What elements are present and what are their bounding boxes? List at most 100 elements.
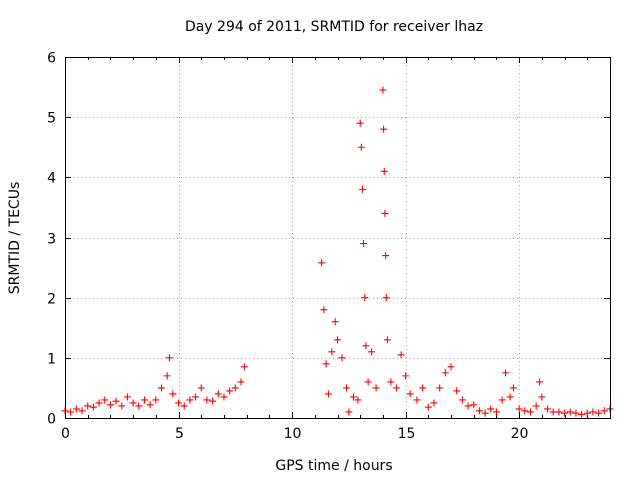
data-point [436, 384, 444, 392]
data-point [186, 396, 194, 404]
data-point [487, 405, 495, 413]
data-point [379, 86, 387, 94]
data-point [209, 397, 217, 405]
data-point [413, 396, 421, 404]
data-point [354, 396, 362, 404]
data-point [475, 407, 483, 415]
x-tick-label: 20 [511, 426, 529, 442]
y-tick-label: 5 [47, 111, 56, 127]
data-point [140, 396, 148, 404]
data-point [555, 408, 563, 416]
plot-frame [65, 57, 611, 419]
data-point [600, 407, 608, 415]
data-point [345, 408, 353, 416]
data-point [146, 401, 154, 409]
data-point [402, 372, 410, 380]
data-point [84, 402, 92, 410]
data-point [372, 384, 380, 392]
data-point [538, 393, 546, 401]
data-point [78, 407, 86, 415]
data-point [220, 393, 228, 401]
data-point [129, 399, 137, 407]
data-point [123, 393, 131, 401]
data-point [322, 360, 330, 368]
data-point [175, 399, 183, 407]
data-point [135, 402, 143, 410]
data-point [240, 363, 248, 371]
data-point [318, 259, 326, 267]
data-point [95, 399, 103, 407]
chart-title: Day 294 of 2011, SRMTID for receiver lha… [185, 19, 483, 35]
x-axis-label: GPS time / hours [275, 458, 392, 474]
x-tick-label: 0 [61, 426, 70, 442]
data-point [343, 384, 351, 392]
data-point [382, 252, 390, 260]
data-point [406, 390, 414, 398]
data-point [361, 294, 369, 302]
axes: 0 5 10 15 20 0 1 2 3 4 5 6 [47, 51, 610, 442]
y-tick-label: 3 [47, 232, 56, 248]
data-point [595, 409, 603, 417]
y-axis-label: SRMTID / TECUs [7, 182, 23, 295]
data-point [357, 143, 365, 151]
data-point [118, 402, 126, 410]
data-point [72, 405, 80, 413]
x-tick-label: 15 [398, 426, 416, 442]
data-point [464, 402, 472, 410]
data-point [152, 396, 160, 404]
x-tick-label: 10 [284, 426, 302, 442]
data-point [382, 294, 390, 302]
data-point [544, 405, 552, 413]
data-point [67, 408, 75, 416]
data-point [527, 408, 535, 416]
x-tick-label: 5 [175, 426, 184, 442]
y-tick-label: 6 [47, 51, 56, 67]
data-point [331, 318, 339, 326]
data-point [89, 403, 97, 411]
data-point [453, 387, 461, 395]
data-point [380, 125, 388, 133]
data-point [424, 403, 432, 411]
data-point [360, 240, 368, 248]
data-point [364, 378, 372, 386]
data-point [106, 401, 114, 409]
data-point [380, 167, 388, 175]
data-point [158, 384, 166, 392]
data-point [583, 409, 591, 417]
data-point [356, 119, 364, 127]
data-point [192, 393, 200, 401]
data-point [419, 384, 427, 392]
data-point [368, 348, 376, 356]
data-point [481, 409, 489, 417]
y-tick-label: 0 [47, 412, 56, 428]
data-point [231, 384, 239, 392]
data-point [349, 393, 357, 401]
data-point [566, 408, 574, 416]
data-point [169, 390, 177, 398]
data-point [334, 336, 341, 344]
data-point [458, 396, 466, 404]
data-point [589, 408, 597, 416]
data-point [393, 384, 401, 392]
y-tick-label: 2 [47, 292, 56, 308]
data-point [447, 363, 455, 371]
data-point [320, 306, 328, 314]
data-point [502, 369, 510, 377]
data-point [515, 405, 523, 413]
data-point [112, 397, 120, 405]
data-point [214, 390, 222, 398]
data-point [387, 378, 395, 386]
y-tick-label: 1 [47, 352, 56, 368]
data-point [338, 354, 346, 362]
data-point [101, 396, 109, 404]
data-point [180, 402, 188, 410]
data-point [362, 342, 370, 350]
data-point [328, 348, 336, 356]
data-point [536, 378, 544, 386]
data-point [358, 185, 366, 193]
data-point [163, 372, 171, 380]
data-point [237, 378, 245, 386]
data-point [572, 409, 580, 417]
data-point [203, 396, 211, 404]
